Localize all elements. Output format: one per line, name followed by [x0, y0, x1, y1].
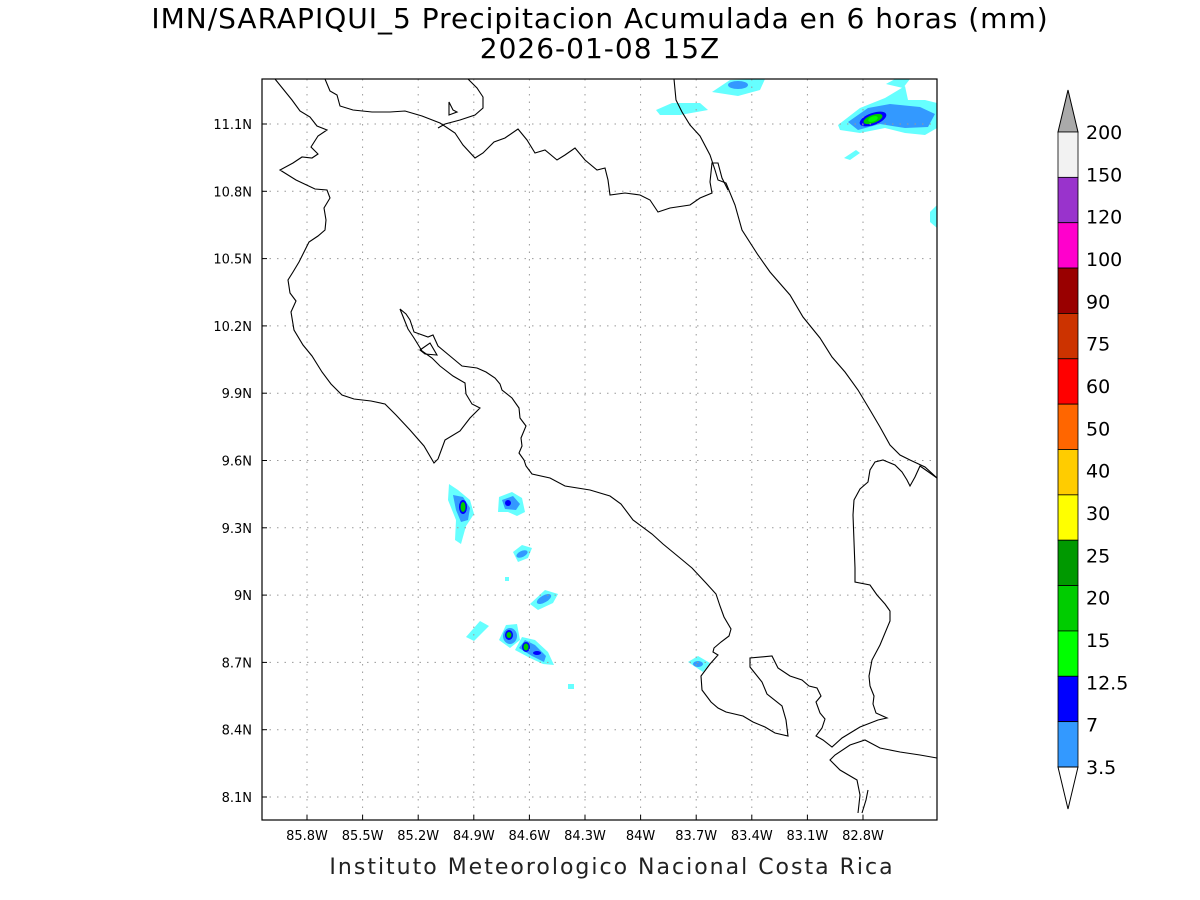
chart-title: IMN/SARAPIQUI_5 Precipitacion Acumulada …: [151, 2, 1049, 35]
precip-cell: [499, 624, 520, 648]
precip-cell: [886, 79, 910, 88]
colorbar-swatch: [1057, 675, 1079, 723]
lat-tick-label: 8.7N: [222, 656, 252, 671]
lon-tick-label: 85.8W: [286, 829, 328, 844]
colorbar-swatch: [1057, 721, 1079, 768]
colorbar-swatch: [1057, 403, 1079, 450]
colorbar-level-label: 20: [1086, 588, 1110, 610]
colorbar-max-arrow: [1057, 89, 1079, 133]
precip-cell: [515, 637, 554, 665]
precip-cell: [656, 103, 708, 115]
colorbar-level-label: 120: [1086, 207, 1122, 229]
lon-tick-label: 83.4W: [731, 829, 773, 844]
colorbar-legend: 3.5 7 12.5 15 20 25 30 40 50 60 75 90 100 120 150 200: [1057, 89, 1128, 810]
precip-cell: [466, 621, 489, 641]
lat-tick-label: 11.1N: [213, 118, 252, 133]
colorbar-level-label: 150: [1086, 164, 1122, 186]
lat-tick-label: 9.3N: [222, 522, 252, 537]
colorbar-swatch: [1057, 358, 1079, 405]
colorbar-swatch: [1057, 313, 1079, 360]
lake-nicaragua-shore: [324, 79, 729, 213]
map-frame: [261, 78, 938, 821]
chart-subtitle-date: 2026-01-08 15Z: [479, 32, 721, 65]
lon-tick-label: 85.5W: [342, 829, 384, 844]
lat-tick-label: 10.5N: [213, 253, 252, 268]
colorbar-swatch: [1057, 585, 1079, 632]
lon-tick-label: 84.9W: [453, 829, 495, 844]
lon-tick-label: 83.1W: [786, 829, 828, 844]
colorbar-level-label: 50: [1086, 418, 1110, 440]
precip-cell: [688, 656, 710, 672]
colorbar-swatch: [1057, 176, 1079, 224]
lon-tick-label: 85.2W: [397, 829, 439, 844]
coastline-caribbean: [673, 79, 937, 479]
colorbar-level-label: 75: [1086, 334, 1110, 356]
precip-cell: [838, 86, 937, 135]
coastline-panama: [829, 739, 937, 814]
precip-cell: [536, 593, 552, 605]
precip-cell: [930, 205, 937, 228]
precip-cell: [498, 492, 525, 516]
lon-tick-label: 84W: [626, 829, 656, 844]
colorbar-level-label: 12.5: [1086, 672, 1128, 694]
colorbar-min-arrow: [1057, 766, 1079, 810]
lat-tick-label: 9N: [234, 589, 252, 604]
island: [419, 342, 439, 356]
colorbar-swatch: [1057, 222, 1079, 269]
lat-tick-label: 8.1N: [222, 791, 252, 806]
colorbar-level-label: 7: [1086, 715, 1098, 737]
precip-cell: [568, 684, 574, 689]
lat-tick-label: 10.2N: [213, 320, 252, 335]
coastline-borders: [274, 79, 937, 814]
colorbar-level-label: 60: [1086, 376, 1110, 398]
precip-cell: [505, 577, 509, 581]
colorbar-level-label: 25: [1086, 545, 1110, 567]
colorbar-level-label: 100: [1086, 249, 1122, 271]
precip-cell: [448, 484, 474, 544]
coastline-panama-pacific: [861, 789, 869, 814]
colorbar-swatch: [1057, 449, 1079, 496]
precip-cell: [728, 81, 748, 89]
latitude-axis-labels: 11.1N 10.8N 10.5N 10.2N 9.9N 9.6N 9.3N 9N 8.7N 8.…: [213, 118, 252, 806]
colorbar-level-label: 30: [1086, 503, 1110, 525]
colorbar-level-label: 90: [1086, 291, 1110, 313]
precip-cell: [516, 550, 528, 558]
coastline-nicaragua-pacific: [274, 79, 937, 748]
colorbar-swatch: [1057, 494, 1079, 541]
map-gridlines: [262, 79, 937, 820]
lon-tick-label: 84.6W: [508, 829, 550, 844]
lat-tick-label: 8.4N: [222, 724, 252, 739]
colorbar-level-label: 200: [1086, 122, 1122, 144]
lon-tick-label: 83.7W: [675, 829, 717, 844]
colorbar-swatch: [1057, 539, 1079, 586]
colorbar-level-label: 40: [1086, 461, 1110, 483]
colorbar-swatch: [1057, 267, 1079, 314]
colorbar-level-label: 3.5: [1086, 757, 1116, 779]
footer-institution: Instituto Meteorologico Nacional Costa R…: [329, 855, 895, 880]
precipitation-field: [448, 79, 937, 689]
colorbar-swatch: [1057, 630, 1079, 677]
lake-nicaragua-south-shore: [437, 79, 484, 129]
lat-tick-label: 9.9N: [222, 387, 252, 402]
colorbar-level-label: 15: [1086, 630, 1110, 652]
lon-tick-label: 82.8W: [842, 829, 884, 844]
lon-tick-label: 84.3W: [564, 829, 606, 844]
longitude-axis-labels: 85.8W 85.5W 85.2W 84.9W 84.6W 84.3W 84W 83.7W 83…: [286, 829, 884, 844]
lat-tick-label: 9.6N: [222, 455, 252, 470]
precip-cell: [844, 150, 860, 160]
island: [448, 101, 459, 116]
colorbar-swatch: [1057, 131, 1079, 178]
lat-tick-label: 10.8N: [213, 185, 252, 200]
